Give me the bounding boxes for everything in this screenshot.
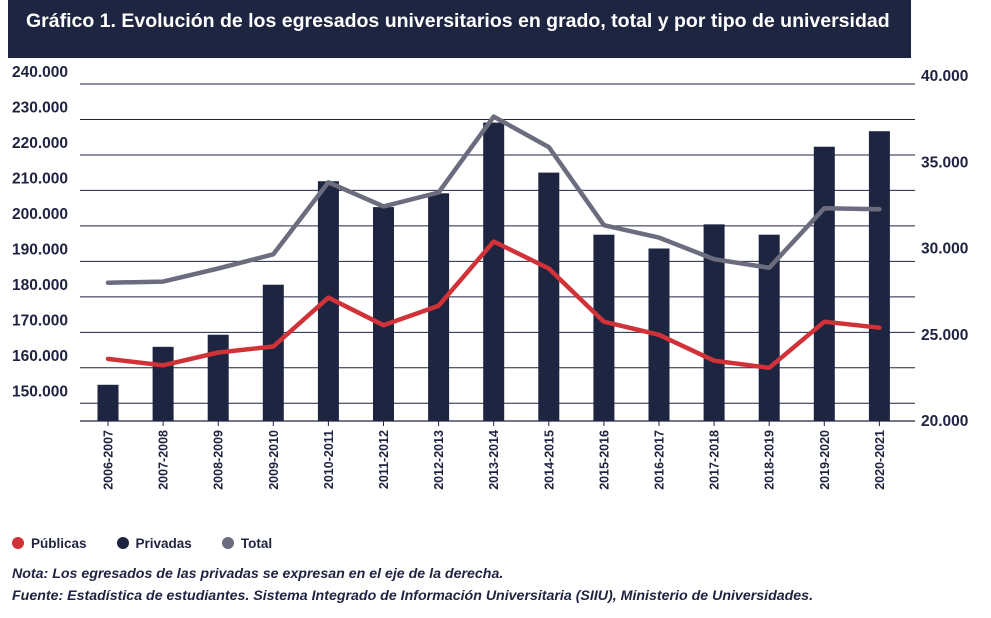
privadas-bars <box>97 122 890 421</box>
bar-privadas <box>703 224 725 421</box>
chart-title: Gráfico 1. Evolución de los egresados un… <box>26 10 890 32</box>
right-tick-label: 20.000 <box>921 413 968 430</box>
bar-privadas <box>373 207 394 421</box>
series-lines <box>105 114 882 371</box>
bar-privadas <box>483 122 505 421</box>
right-axis-ticks: 40.000 35.000 30.000 25.000 20.000 <box>921 68 968 430</box>
x-tick-label: 2016-2017 <box>653 430 667 490</box>
bar-privadas <box>813 146 835 421</box>
right-tick-label: 30.000 <box>921 241 968 258</box>
x-tick-label: 2014-2015 <box>542 430 556 490</box>
legend-item-privadas: Privadas <box>116 535 192 551</box>
bar-privadas <box>868 131 890 421</box>
legend-marker-total <box>221 537 234 549</box>
bar-privadas <box>97 384 119 421</box>
x-tick-label: 2019-2020 <box>818 430 832 490</box>
legend-label-total: Total <box>240 535 273 551</box>
x-axis-labels: 2006-2007 2007-2008 2008-2009 2009-2010 2010… <box>102 421 887 490</box>
bar-privadas <box>538 172 560 421</box>
bar-privadas <box>207 334 229 421</box>
chart-plot: 240.000 230.000 220.000 210.000 200.000 190.0… <box>12 64 968 490</box>
left-tick-label: 200.000 <box>12 206 68 223</box>
left-tick-label: 180.000 <box>12 277 68 294</box>
left-tick-label: 230.000 <box>12 99 68 116</box>
legend: Públicas Privadas Total <box>12 534 272 552</box>
note-text: Nota: Los egresados de las privadas se e… <box>12 566 504 582</box>
legend-item-total: Total <box>221 535 273 551</box>
x-tick-label: 2009-2010 <box>267 430 281 490</box>
right-tick-label: 35.000 <box>921 154 968 171</box>
right-tick-label: 25.000 <box>921 327 968 344</box>
bar-privadas <box>152 346 174 421</box>
legend-label-publicas: Públicas <box>31 535 87 551</box>
line-publicas <box>105 239 882 371</box>
source-text: Fuente: Estadística de estudiantes. Sist… <box>12 588 814 604</box>
left-tick-label: 170.000 <box>12 312 68 329</box>
bar-privadas <box>262 284 284 421</box>
bar-privadas <box>593 234 615 421</box>
left-tick-label: 160.000 <box>12 348 68 365</box>
x-tick-label: 2018-2019 <box>763 430 777 490</box>
left-tick-label: 150.000 <box>12 383 68 400</box>
x-tick-label: 2008-2009 <box>212 430 226 490</box>
left-tick-label: 210.000 <box>12 170 68 187</box>
x-tick-label: 2012-2013 <box>432 430 446 490</box>
x-tick-label: 2006-2007 <box>102 430 116 490</box>
x-tick-label: 2020-2021 <box>873 430 887 490</box>
left-tick-label: 240.000 <box>12 64 68 81</box>
x-tick-label: 2017-2018 <box>708 430 722 490</box>
left-tick-label: 220.000 <box>12 135 68 152</box>
line-total <box>105 114 882 285</box>
left-tick-label: 190.000 <box>12 241 68 258</box>
legend-marker-publicas <box>12 537 24 549</box>
right-tick-label: 40.000 <box>921 68 968 85</box>
legend-label-privadas: Privadas <box>135 535 192 551</box>
left-axis-ticks: 240.000 230.000 220.000 210.000 200.000 190.0… <box>12 64 68 400</box>
x-tick-label: 2007-2008 <box>157 430 171 490</box>
x-tick-label: 2010-2011 <box>322 430 336 489</box>
x-tick-label: 2013-2014 <box>487 430 501 490</box>
title-banner: Gráfico 1. Evolución de los egresados un… <box>8 0 911 58</box>
x-tick-label: 2015-2016 <box>597 430 611 490</box>
bar-privadas <box>758 234 780 421</box>
legend-marker-privadas <box>116 537 129 549</box>
bar-privadas <box>317 181 339 421</box>
x-tick-label: 2011-2012 <box>377 430 391 489</box>
legend-item-publicas: Públicas <box>12 536 87 551</box>
